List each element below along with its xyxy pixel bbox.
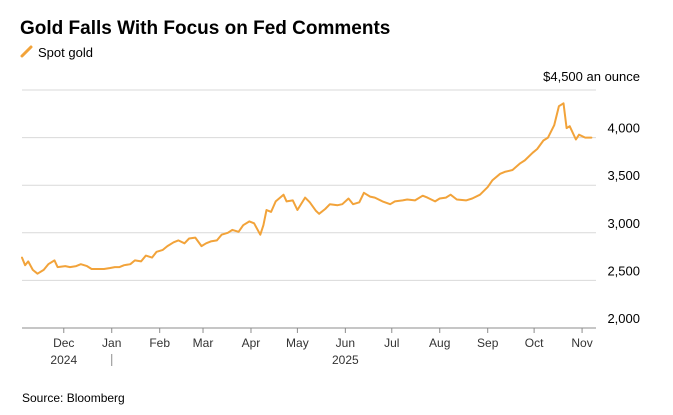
y-tick-label: 2,500 — [607, 263, 640, 278]
series-line-spot-gold — [21, 102, 593, 275]
legend-swatch — [20, 45, 33, 58]
x-tick-label: Mar — [193, 336, 214, 350]
x-tick-label: Sep — [477, 336, 499, 350]
grid-lines — [22, 89, 596, 329]
x-axis: Dec Jan Feb Mar Apr May Jun Jul Aug Sep Oct Nov 2024… — [50, 328, 593, 367]
series-layer — [21, 102, 593, 275]
x-year-label: 2025 — [332, 353, 359, 367]
x-tick-label: Jan — [102, 336, 121, 350]
y-tick-label: 4,000 — [607, 121, 640, 136]
x-tick-label: Jul — [384, 336, 399, 350]
x-tick-label: Feb — [149, 336, 170, 350]
y-tick-label: 2,000 — [607, 311, 640, 326]
x-year-label: 2024 — [50, 353, 77, 367]
chart-title: Gold Falls With Focus on Fed Comments — [20, 18, 390, 39]
y-axis-unit-label: $4,500 an ounce — [543, 69, 640, 84]
x-tick-label: Apr — [242, 336, 261, 350]
x-tick-label: Aug — [429, 336, 450, 350]
x-tick-label: Nov — [571, 336, 592, 350]
x-tick-label: Dec — [53, 336, 74, 350]
legend-entry-spot-gold: Spot gold — [38, 45, 93, 60]
source-note: Source: Bloomberg — [22, 391, 125, 405]
y-axis-tick-labels: 2,000 2,500 3,000 3,500 4,000 — [607, 121, 640, 326]
y-tick-label: 3,500 — [607, 168, 640, 183]
x-tick-label: Jun — [336, 336, 355, 350]
y-tick-label: 3,000 — [607, 216, 640, 231]
x-tick-label: May — [286, 336, 309, 350]
x-tick-label: Oct — [525, 336, 544, 350]
